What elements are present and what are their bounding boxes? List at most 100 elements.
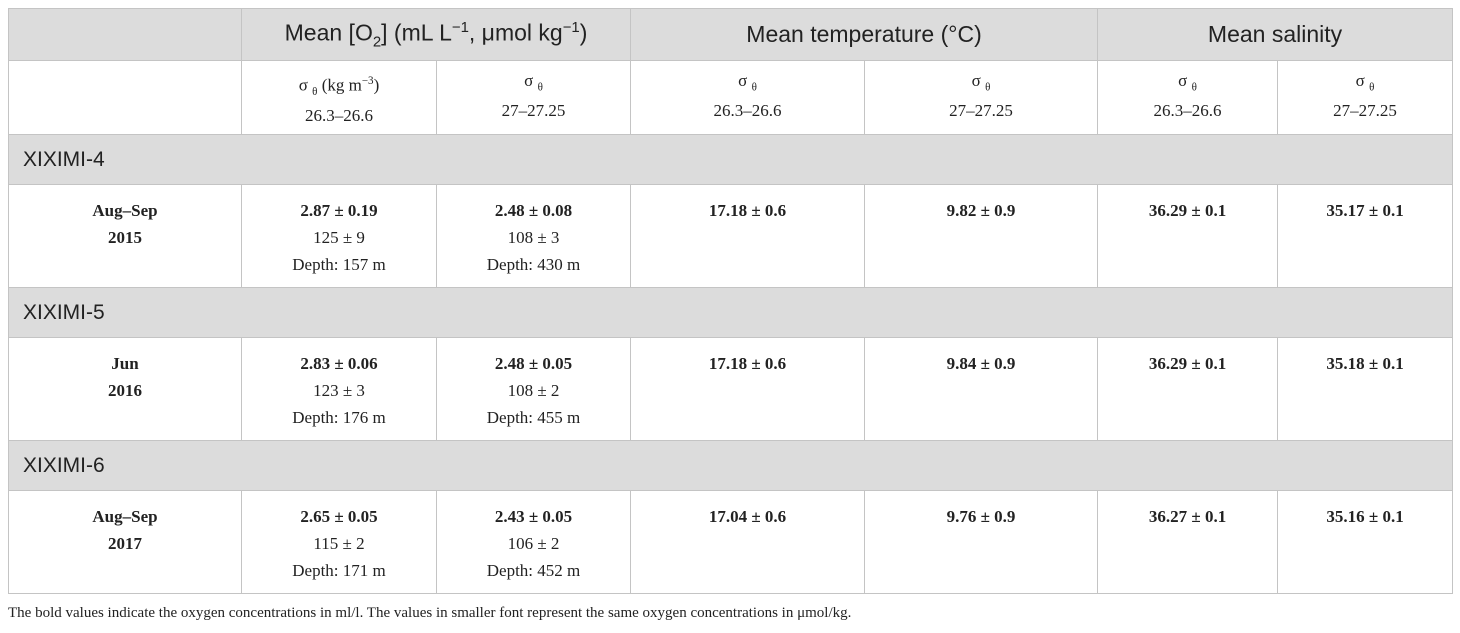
oxygen-umol: 106 ± 2 <box>507 534 560 553</box>
oxygen-cell: 2.43 ± 0.05 106 ± 2 Depth: 452 m <box>435 490 632 594</box>
temperature-value: 17.18 ± 0.6 <box>708 201 787 220</box>
depth: Depth: 171 m <box>292 561 386 580</box>
oxygen-umol: 123 ± 3 <box>313 381 365 400</box>
depth: Depth: 157 m <box>292 255 386 274</box>
subheader-cell: σ θ (kg m−3) 26.3–26.6 <box>241 60 437 135</box>
group-row: XIXIMI-6 <box>7 440 1454 491</box>
salinity-cell: 36.29 ± 0.1 <box>1097 184 1279 288</box>
period-line: Aug–Sep <box>92 201 158 220</box>
header-row: Mean [O2] (mL L−1, μmol kg−1) Mean tempe… <box>8 8 1454 61</box>
subheader-row: σ θ (kg m−3) 26.3–26.6 σ θ 27–27.25 σ θ 26.3–… <box>8 60 1454 135</box>
temperature-cell: 9.84 ± 0.9 <box>864 337 1099 441</box>
density-range: 27–27.25 <box>501 101 566 121</box>
subheader-cell: σ θ 27–27.25 <box>1277 60 1454 135</box>
subheader-cell: σ θ 26.3–26.6 <box>1097 60 1279 135</box>
oxygen-ml: 2.48 ± 0.08 <box>494 201 573 220</box>
depth: Depth: 455 m <box>486 408 581 427</box>
salinity-cell: 35.17 ± 0.1 <box>1277 184 1454 288</box>
unit-text: (kg m <box>321 75 362 95</box>
table-body: Mean [O2] (mL L−1, μmol kg−1) Mean tempe… <box>7 8 1454 594</box>
unit-superscript: −3 <box>361 75 374 87</box>
header-subscript: 2 <box>372 33 382 51</box>
header-cell <box>8 8 242 61</box>
salinity-value: 35.16 ± 0.1 <box>1326 507 1404 526</box>
oxygen-ml: 2.83 ± 0.06 <box>300 354 378 373</box>
footnote: The bold values indicate the oxygen conc… <box>8 605 852 621</box>
temperature-value: 9.84 ± 0.9 <box>946 354 1016 373</box>
header-cell: Mean temperature (°C) <box>630 8 1099 61</box>
density-range: 27–27.25 <box>949 101 1013 121</box>
temperature-cell: 9.82 ± 0.9 <box>864 184 1099 288</box>
sigma-subscript: θ <box>1369 81 1375 94</box>
data-row: Jun 2016 2.83 ± 0.06 123 ± 3 Depth: 176 m 2.4… <box>8 337 1454 441</box>
data-row: Aug–Sep 2017 2.65 ± 0.05 115 ± 2 Depth: 171 … <box>8 490 1454 594</box>
group-name: XIXIMI-4 <box>7 134 1454 185</box>
depth: Depth: 452 m <box>486 561 581 580</box>
period-cell: Jun 2016 <box>8 337 242 441</box>
density-range: 26.3–26.6 <box>305 106 373 126</box>
temperature-value: 9.82 ± 0.9 <box>946 201 1016 220</box>
period-line: 2016 <box>108 381 142 400</box>
group-name: XIXIMI-5 <box>7 287 1454 338</box>
header-superscript: −1 <box>562 18 580 36</box>
oxygen-ml: 2.87 ± 0.19 <box>300 201 378 220</box>
period-cell: Aug–Sep 2017 <box>8 490 242 594</box>
header-text: , μmol kg <box>468 19 563 46</box>
subheader-cell <box>8 60 242 135</box>
oxygen-cell: 2.48 ± 0.08 108 ± 3 Depth: 430 m <box>435 184 632 288</box>
temperature-value: 17.18 ± 0.6 <box>708 354 787 373</box>
subheader-cell: σ θ 27–27.25 <box>864 60 1099 135</box>
temperature-cell: 17.18 ± 0.6 <box>630 337 866 441</box>
sigma-subscript: θ <box>1191 81 1197 94</box>
oxygen-umol: 108 ± 2 <box>507 381 560 400</box>
oxygen-umol: 125 ± 9 <box>313 228 365 247</box>
salinity-cell: 35.18 ± 0.1 <box>1277 337 1454 441</box>
salinity-value: 36.29 ± 0.1 <box>1148 354 1227 373</box>
temperature-cell: 17.18 ± 0.6 <box>630 184 866 288</box>
unit-text: ) <box>373 75 380 95</box>
depth: Depth: 176 m <box>292 408 386 427</box>
data-table: Mean [O2] (mL L−1, μmol kg−1) Mean tempe… <box>7 8 1454 594</box>
depth: Depth: 430 m <box>486 255 581 274</box>
header-text: Mean [O <box>284 19 373 46</box>
oxygen-umol: 115 ± 2 <box>313 534 365 553</box>
group-row: XIXIMI-4 <box>7 134 1454 185</box>
salinity-value: 35.18 ± 0.1 <box>1326 354 1404 373</box>
salinity-cell: 36.27 ± 0.1 <box>1097 490 1279 594</box>
density-range: 26.3–26.6 <box>1153 101 1222 121</box>
sigma-subscript: θ <box>537 81 543 94</box>
header-cell: Mean [O2] (mL L−1, μmol kg−1) <box>240 8 632 61</box>
temperature-cell: 17.04 ± 0.6 <box>630 490 866 594</box>
salinity-cell: 35.16 ± 0.1 <box>1277 490 1454 594</box>
subheader-cell: σ θ 26.3–26.6 <box>630 60 866 135</box>
salinity-cell: 36.29 ± 0.1 <box>1097 337 1279 441</box>
oxygen-cell: 2.65 ± 0.05 115 ± 2 Depth: 171 m <box>241 490 437 594</box>
temperature-value: 17.04 ± 0.6 <box>708 507 787 526</box>
density-range: 26.3–26.6 <box>713 101 782 121</box>
period-line: 2017 <box>108 534 142 553</box>
salinity-value: 35.17 ± 0.1 <box>1326 201 1404 220</box>
period-line: Aug–Sep <box>92 507 158 526</box>
sigma-symbol: σ <box>298 75 308 95</box>
oxygen-cell: 2.83 ± 0.06 123 ± 3 Depth: 176 m <box>241 337 437 441</box>
oxygen-ml: 2.48 ± 0.05 <box>494 354 573 373</box>
header-cell: Mean salinity <box>1097 8 1454 61</box>
data-row: Aug–Sep 2015 2.87 ± 0.19 125 ± 9 Depth: 157 … <box>8 184 1454 288</box>
header-text: ] (mL L <box>381 19 452 46</box>
group-name: XIXIMI-6 <box>7 440 1454 491</box>
sigma-subscript: θ <box>751 81 757 94</box>
salinity-value: 36.29 ± 0.1 <box>1148 201 1227 220</box>
temperature-value: 9.76 ± 0.9 <box>946 507 1016 526</box>
sigma-subscript: θ <box>312 86 318 99</box>
period-line: 2015 <box>108 228 142 247</box>
sigma-symbol: σ <box>738 71 748 90</box>
sigma-subscript: θ <box>985 81 991 94</box>
oxygen-ml: 2.43 ± 0.05 <box>494 507 573 526</box>
header-text: ) <box>579 19 588 46</box>
header-superscript: −1 <box>451 18 469 36</box>
sigma-symbol: σ <box>1355 71 1365 90</box>
sigma-symbol: σ <box>971 71 981 90</box>
oxygen-ml: 2.65 ± 0.05 <box>300 507 378 526</box>
density-range: 27–27.25 <box>1333 101 1397 121</box>
